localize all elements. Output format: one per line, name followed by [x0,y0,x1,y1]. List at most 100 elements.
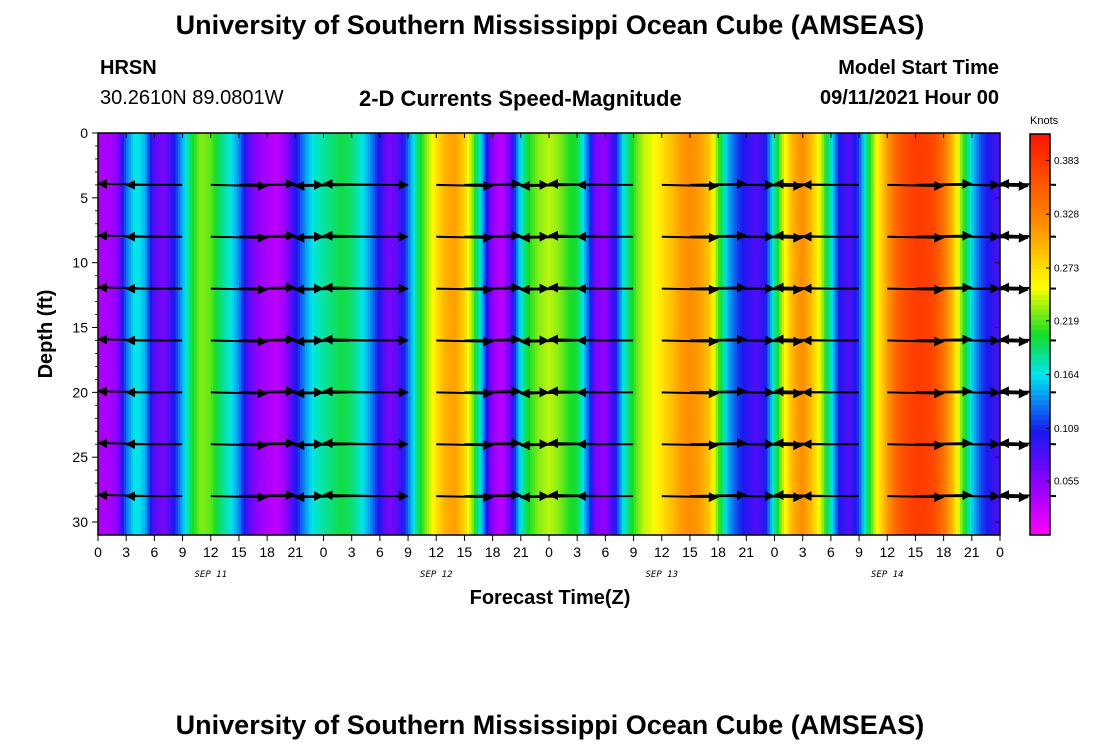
colorbar-segment [1030,214,1050,220]
colorbar-segment [1030,279,1050,285]
x-tick-label: 18 [936,544,952,560]
x-axis-title: Forecast Time(Z) [470,587,631,609]
current-vector [689,438,747,449]
colorbar-segment [1030,494,1050,501]
heat-column [957,133,961,535]
colorbar-segment [1030,509,1050,516]
heat-column [170,133,174,535]
heat-column [105,133,108,535]
heat-column [175,133,179,535]
colorbar-segment [1030,514,1050,521]
day-label: SEP 12 [420,570,453,580]
heat-column [281,133,284,535]
heat-column [480,133,484,535]
colorbar-segment [1030,474,1050,481]
heat-column [109,133,113,535]
x-tick-label: 6 [827,544,835,560]
colorbar-segment [1030,259,1050,265]
heat-column [906,133,909,535]
heat-column [915,133,919,535]
x-tick-label: 21 [288,544,304,560]
heat-column [386,133,390,535]
heat-column [696,133,700,535]
heat-column [842,133,846,535]
heat-column [708,133,712,535]
y-axis: 0 5 10 15 20 25 30 [72,125,1000,530]
heat-column [889,133,893,535]
heat-column [297,133,301,535]
x-tick-label: 0 [771,544,779,560]
heat-column [361,133,364,535]
heat-column [182,133,186,535]
x-tick-label: 9 [179,544,187,560]
heat-column [800,133,804,535]
heat-column [924,133,928,535]
heat-column [927,133,930,535]
heat-column [823,133,827,535]
heat-column [553,133,557,535]
heat-column [401,133,404,535]
heat-column [511,133,515,535]
heat-column [224,133,228,535]
heat-column [152,133,155,535]
heat-column [607,133,611,535]
heat-column [748,133,752,535]
heat-column [859,133,862,535]
heat-column [821,133,825,535]
heat-column [666,133,670,535]
y-tick-label: 25 [72,449,88,465]
heat-column [497,133,501,535]
heat-column [173,133,176,535]
heat-column [844,133,848,535]
heat-column [530,133,533,535]
colorbar-segment [1030,324,1050,330]
heat-column [633,133,637,535]
heat-column [896,133,900,535]
colorbar-tick-label: 0.273 [1054,263,1079,274]
heat-column [116,133,120,535]
heat-column [788,133,792,535]
heat-column [523,133,526,535]
x-tick-label: 6 [601,544,609,560]
heat-column [408,133,411,535]
heat-column [163,133,167,535]
heat-column [532,133,536,535]
heat-column [910,133,914,535]
y-tick-label: 20 [72,384,88,400]
heat-column [976,133,980,535]
heat-column [534,133,538,535]
heat-column [304,133,308,535]
heat-column [492,133,496,535]
heat-column [713,133,717,535]
station-name: HRSN [100,57,157,79]
heat-column [595,133,599,535]
heat-column [527,133,531,535]
heat-column [309,133,313,535]
heat-column [142,133,146,535]
x-tick-label: 12 [203,544,219,560]
plot-title: 2-D Currents Speed-Magnitude [359,86,682,111]
heat-column [837,133,841,535]
colorbar-segment [1030,144,1050,150]
colorbar-segment [1030,159,1050,165]
heat-column [245,133,249,535]
heat-column [901,133,905,535]
x-tick-label: 15 [457,544,473,560]
heat-column [626,133,630,535]
heat-column [624,133,627,535]
colorbar-segment [1030,139,1050,145]
heat-column [579,133,583,535]
current-vector [887,232,945,243]
x-tick-label: 3 [799,544,807,560]
heat-column [795,133,799,535]
colorbar-segment [1030,384,1050,391]
heat-column [675,133,679,535]
day-label: SEP 11 [194,570,227,580]
heat-column [391,133,395,535]
heat-column [478,133,482,535]
heat-column [870,133,874,535]
x-tick-label: 18 [259,544,275,560]
heat-column [269,133,273,535]
colorbar: 0.383 0.328 0.273 0.219 0.164 0.109 0.055 [1029,133,1079,536]
colorbar-segment [1030,189,1050,195]
